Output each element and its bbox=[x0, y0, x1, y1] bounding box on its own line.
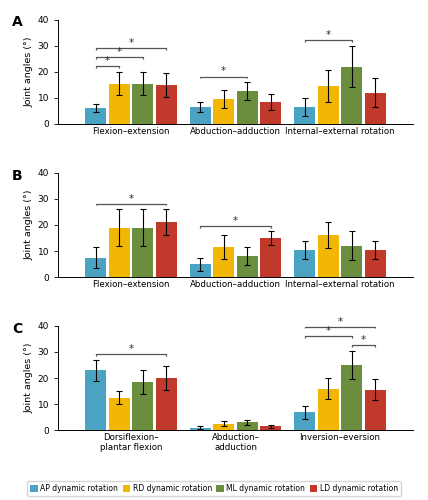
Text: C: C bbox=[12, 322, 22, 336]
Text: *: * bbox=[326, 326, 331, 336]
Bar bbox=[318, 86, 339, 124]
Bar bbox=[132, 382, 153, 430]
Legend: AP dynamic rotation, RD dynamic rotation, ML dynamic rotation, LD dynamic rotati: AP dynamic rotation, RD dynamic rotation… bbox=[27, 481, 401, 496]
Bar bbox=[342, 246, 363, 277]
Bar bbox=[190, 264, 211, 277]
Bar bbox=[213, 247, 234, 277]
Text: *: * bbox=[128, 38, 134, 48]
Bar bbox=[318, 236, 339, 277]
Bar bbox=[85, 258, 106, 277]
Bar bbox=[213, 99, 234, 124]
Bar bbox=[132, 228, 153, 277]
Text: *: * bbox=[117, 47, 122, 57]
Bar bbox=[109, 84, 130, 124]
Bar bbox=[365, 250, 386, 277]
Text: B: B bbox=[12, 168, 23, 182]
Text: *: * bbox=[361, 335, 366, 345]
Bar bbox=[365, 390, 386, 430]
Text: *: * bbox=[105, 56, 110, 66]
Bar bbox=[237, 92, 258, 124]
Bar bbox=[237, 256, 258, 277]
Y-axis label: Joint angles (°): Joint angles (°) bbox=[24, 36, 33, 107]
Bar bbox=[109, 228, 130, 277]
Text: A: A bbox=[12, 16, 23, 30]
Bar bbox=[190, 107, 211, 124]
Bar bbox=[294, 250, 315, 277]
Text: *: * bbox=[128, 194, 134, 203]
Bar bbox=[156, 378, 177, 430]
Text: *: * bbox=[128, 344, 134, 354]
Bar bbox=[237, 422, 258, 430]
Bar bbox=[342, 365, 363, 430]
Bar bbox=[156, 85, 177, 124]
Bar bbox=[85, 108, 106, 124]
Bar bbox=[365, 92, 386, 124]
Bar bbox=[85, 370, 106, 430]
Bar bbox=[260, 102, 281, 124]
Bar bbox=[109, 398, 130, 430]
Y-axis label: Joint angles (°): Joint angles (°) bbox=[24, 343, 33, 413]
Bar bbox=[342, 66, 363, 124]
Bar bbox=[190, 428, 211, 430]
Text: *: * bbox=[221, 66, 226, 76]
Bar bbox=[213, 424, 234, 430]
Bar bbox=[156, 222, 177, 277]
Bar bbox=[260, 238, 281, 277]
Bar bbox=[294, 412, 315, 430]
Text: *: * bbox=[233, 216, 238, 226]
Bar bbox=[294, 107, 315, 124]
Bar bbox=[260, 426, 281, 430]
Bar bbox=[132, 84, 153, 124]
Text: *: * bbox=[326, 30, 331, 40]
Bar bbox=[318, 388, 339, 430]
Text: *: * bbox=[338, 316, 343, 326]
Y-axis label: Joint angles (°): Joint angles (°) bbox=[24, 190, 33, 260]
